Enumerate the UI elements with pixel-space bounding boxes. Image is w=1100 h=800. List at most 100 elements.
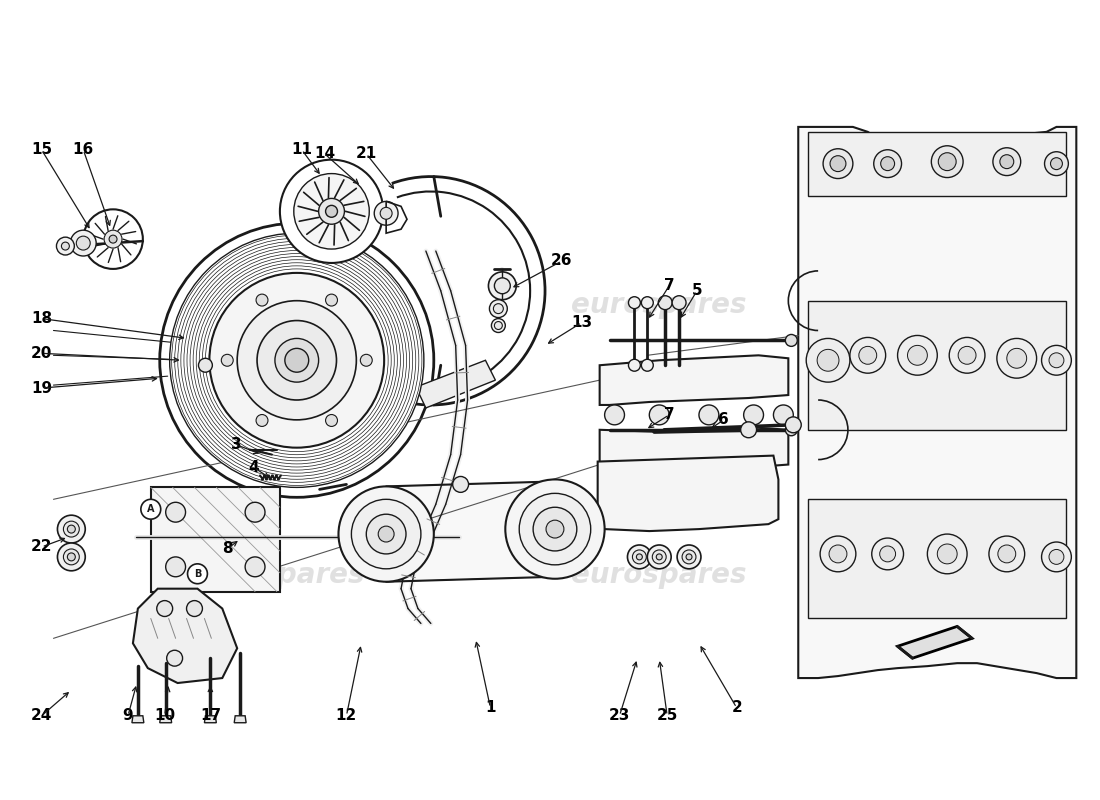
Circle shape bbox=[937, 544, 957, 564]
Circle shape bbox=[67, 553, 75, 561]
Polygon shape bbox=[808, 301, 1066, 430]
Circle shape bbox=[453, 477, 469, 492]
Circle shape bbox=[997, 338, 1036, 378]
Polygon shape bbox=[416, 360, 495, 408]
Circle shape bbox=[366, 514, 406, 554]
Circle shape bbox=[257, 321, 337, 400]
Circle shape bbox=[534, 507, 576, 551]
Text: 25: 25 bbox=[657, 708, 678, 723]
Circle shape bbox=[686, 554, 692, 560]
Polygon shape bbox=[234, 716, 246, 722]
Text: 6: 6 bbox=[718, 412, 729, 427]
Text: eurospares: eurospares bbox=[572, 561, 747, 589]
Circle shape bbox=[873, 150, 902, 178]
Circle shape bbox=[56, 237, 75, 255]
Circle shape bbox=[785, 417, 801, 433]
Circle shape bbox=[628, 359, 640, 371]
Circle shape bbox=[245, 557, 265, 577]
Polygon shape bbox=[386, 482, 556, 582]
Circle shape bbox=[641, 297, 653, 309]
Circle shape bbox=[658, 296, 672, 310]
Text: 13: 13 bbox=[571, 315, 592, 330]
Circle shape bbox=[76, 236, 90, 250]
Circle shape bbox=[1049, 353, 1064, 368]
Circle shape bbox=[830, 156, 846, 171]
Circle shape bbox=[57, 543, 86, 571]
Circle shape bbox=[672, 296, 686, 310]
Circle shape bbox=[339, 486, 433, 582]
Circle shape bbox=[361, 354, 372, 366]
Circle shape bbox=[850, 338, 886, 373]
Circle shape bbox=[326, 206, 338, 218]
Text: 21: 21 bbox=[355, 146, 377, 162]
Circle shape bbox=[285, 348, 309, 372]
Text: 12: 12 bbox=[336, 708, 358, 723]
Text: 19: 19 bbox=[31, 381, 52, 395]
Circle shape bbox=[245, 502, 265, 522]
Circle shape bbox=[519, 494, 591, 565]
Circle shape bbox=[374, 202, 398, 226]
Circle shape bbox=[141, 499, 161, 519]
Circle shape bbox=[109, 235, 117, 243]
Circle shape bbox=[70, 230, 96, 256]
Text: eurospares: eurospares bbox=[572, 290, 747, 318]
Circle shape bbox=[773, 405, 793, 425]
Polygon shape bbox=[160, 716, 172, 722]
Circle shape bbox=[958, 346, 976, 364]
Circle shape bbox=[993, 148, 1021, 175]
Circle shape bbox=[494, 322, 503, 330]
Circle shape bbox=[927, 534, 967, 574]
Text: 11: 11 bbox=[292, 142, 312, 158]
Circle shape bbox=[160, 223, 433, 498]
Polygon shape bbox=[597, 456, 779, 531]
Text: 16: 16 bbox=[73, 142, 94, 158]
Text: 10: 10 bbox=[154, 708, 175, 723]
Circle shape bbox=[932, 146, 964, 178]
Circle shape bbox=[378, 526, 394, 542]
Circle shape bbox=[744, 405, 763, 425]
Circle shape bbox=[221, 354, 233, 366]
Text: B: B bbox=[194, 569, 201, 578]
Circle shape bbox=[546, 520, 564, 538]
Circle shape bbox=[505, 479, 605, 578]
Circle shape bbox=[275, 338, 319, 382]
Circle shape bbox=[351, 499, 421, 569]
Polygon shape bbox=[808, 132, 1066, 197]
Text: 2: 2 bbox=[732, 700, 742, 715]
Circle shape bbox=[84, 210, 143, 269]
Text: 24: 24 bbox=[31, 708, 52, 723]
Text: 20: 20 bbox=[31, 346, 52, 361]
Polygon shape bbox=[205, 716, 217, 722]
Circle shape bbox=[908, 346, 927, 366]
Circle shape bbox=[821, 536, 856, 572]
Circle shape bbox=[169, 233, 424, 487]
Circle shape bbox=[1006, 348, 1026, 368]
Text: 23: 23 bbox=[608, 708, 630, 723]
Circle shape bbox=[632, 550, 647, 564]
Text: A: A bbox=[147, 504, 154, 514]
Text: 7: 7 bbox=[664, 278, 674, 294]
Circle shape bbox=[166, 557, 186, 577]
Text: 3: 3 bbox=[231, 437, 242, 452]
Text: 18: 18 bbox=[31, 311, 52, 326]
Circle shape bbox=[785, 424, 798, 436]
Circle shape bbox=[1042, 542, 1071, 572]
Text: 1: 1 bbox=[485, 700, 496, 715]
Circle shape bbox=[1000, 154, 1014, 169]
Circle shape bbox=[829, 545, 847, 563]
Text: 17: 17 bbox=[200, 708, 221, 723]
Circle shape bbox=[859, 346, 877, 364]
Circle shape bbox=[488, 272, 516, 300]
Circle shape bbox=[157, 601, 173, 617]
Circle shape bbox=[209, 273, 384, 448]
Circle shape bbox=[698, 405, 718, 425]
Circle shape bbox=[492, 318, 505, 333]
Text: eurospares: eurospares bbox=[189, 561, 365, 589]
Circle shape bbox=[880, 546, 895, 562]
Circle shape bbox=[817, 350, 839, 371]
Circle shape bbox=[187, 564, 208, 584]
Circle shape bbox=[898, 335, 937, 375]
Circle shape bbox=[649, 405, 669, 425]
Circle shape bbox=[641, 359, 653, 371]
Text: 22: 22 bbox=[31, 539, 53, 554]
